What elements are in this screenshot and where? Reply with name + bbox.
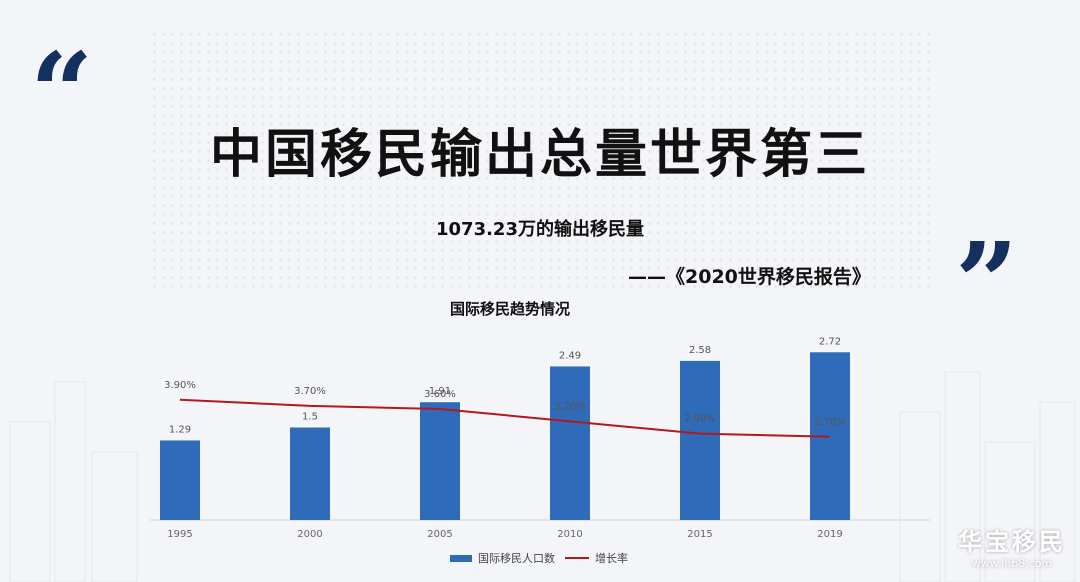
line-value-label-2019: 2.70% [814,417,846,428]
chart-legend: 国际移民人口数 增长率 [450,550,628,566]
x-tick-label-2019: 2019 [817,529,842,540]
legend-line-swatch [565,557,589,559]
bar-value-label-2019: 2.72 [819,336,841,347]
city-skyline-background [9,371,1076,582]
bar-2015 [680,360,720,520]
watermark-logo: 华宝移民 www.lhb8.com [958,522,1066,570]
bar-value-label-2005: 1.91 [429,386,451,397]
x-tick-label-2015: 2015 [687,529,712,540]
legend-bar-label: 国际移民人口数 [478,552,555,565]
x-tick-label-2000: 2000 [297,529,322,540]
source-citation: ——《2020世界移民报告》 [628,266,871,288]
bar-value-label-2015: 2.58 [689,345,711,356]
migration-trend-chart: 1.29 1995 1.5 2000 1.91 2005 2.49 2010 2.58 2015 2… [150,336,930,540]
line-value-label-2015: 2.80% [684,414,716,425]
x-tick-label-2010: 2010 [557,529,582,540]
bar-2005 [420,402,460,520]
world-map-background [150,30,930,290]
x-tick-label-2005: 2005 [427,529,452,540]
open-quote-mark: “ [30,28,94,157]
line-value-label-1995: 3.90% [164,380,196,391]
legend-item-bar: 国际移民人口数 [450,550,555,566]
chart-title: 国际移民趋势情况 [449,300,570,318]
watermark-url: www.lhb8.com [971,557,1053,570]
page-title: 中国移民输出总量世界第三 [209,125,870,185]
line-value-label-2000: 3.70% [294,386,326,397]
bar-value-label-2010: 2.49 [559,350,581,361]
watermark-text: 华宝移民 [958,528,1066,556]
bar-value-label-2000: 1.5 [302,412,318,423]
legend-bar-swatch [450,554,472,562]
bar-value-label-1995: 1.29 [169,424,191,435]
legend-line-label: 增长率 [595,552,628,565]
line-value-label-2005: 3.60% [424,389,456,400]
line-value-label-2010: 3.20% [554,401,586,412]
legend-item-line: 增长率 [565,550,628,566]
close-quote-mark: ” [955,218,1019,347]
x-tick-label-1995: 1995 [167,529,192,540]
bar-2000 [290,427,330,520]
growth-rate-line [179,398,831,438]
bar-2010 [550,366,590,520]
bar-1995 [160,440,200,520]
page-subtitle: 1073.23万的输出移民量 [436,219,644,240]
